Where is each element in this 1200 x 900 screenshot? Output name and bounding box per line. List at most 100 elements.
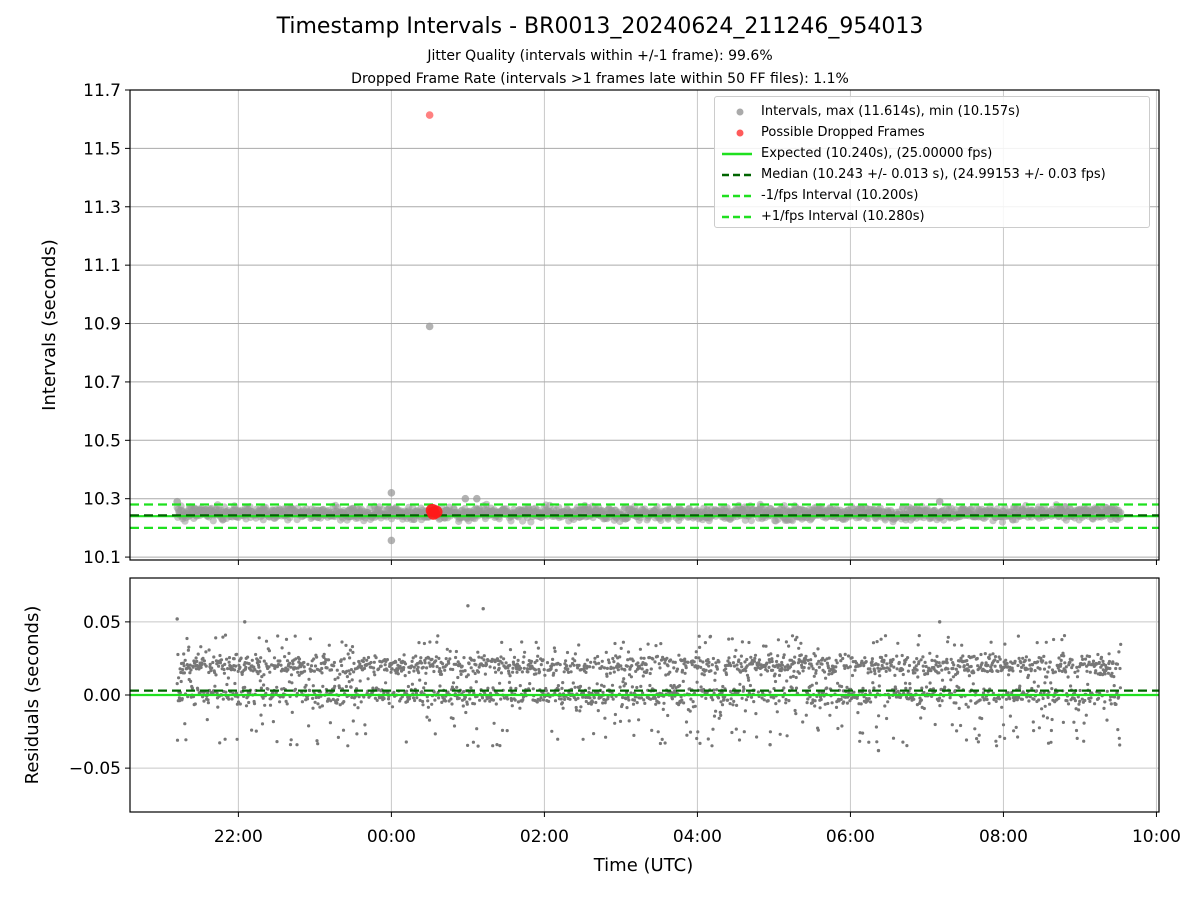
residual-point <box>261 696 265 700</box>
residual-point <box>358 662 362 666</box>
residual-point <box>457 696 461 700</box>
residual-point <box>1052 637 1056 642</box>
residual-point <box>979 652 983 657</box>
x-tick-label: 00:00 <box>367 827 416 847</box>
residual-point <box>768 690 772 694</box>
residual-point <box>559 697 563 701</box>
residual-point <box>1068 660 1072 664</box>
residual-point <box>449 697 453 701</box>
residual-point <box>858 664 863 668</box>
residual-point <box>978 698 982 702</box>
residual-point <box>1037 698 1041 702</box>
residual-point <box>199 645 203 649</box>
residual-point <box>565 664 569 668</box>
residual-point <box>950 723 954 727</box>
residual-point <box>214 636 218 640</box>
residual-point <box>515 670 519 674</box>
residual-point <box>1091 659 1096 663</box>
y-axis-label-intervals: Intervals (seconds) <box>39 239 60 411</box>
residual-point <box>1016 634 1021 638</box>
residual-point <box>869 670 873 674</box>
residual-point <box>826 666 831 670</box>
residual-point <box>397 658 401 662</box>
residual-point <box>994 699 998 704</box>
residual-point <box>417 671 421 675</box>
residual-point <box>435 640 439 644</box>
residual-point <box>861 686 865 690</box>
residual-point <box>450 702 454 706</box>
residual-point <box>207 670 211 675</box>
residual-point <box>545 661 550 665</box>
y-tick-label-top: 11.1 <box>83 256 121 276</box>
residual-point <box>423 661 427 665</box>
residual-point <box>1021 656 1025 660</box>
residual-point <box>714 661 718 665</box>
residual-point <box>863 656 867 660</box>
residual-point <box>418 678 422 682</box>
residual-point <box>519 666 523 670</box>
legend-entry-median: Median (10.243 +/- 0.013 s), (24.99153 +… <box>715 165 1149 185</box>
residual-point <box>541 658 545 662</box>
residual-point <box>730 637 734 641</box>
residual-point <box>924 664 928 669</box>
residual-point <box>587 686 591 690</box>
residual-point <box>797 646 801 650</box>
residual-point <box>692 660 696 664</box>
residual-point <box>850 673 855 678</box>
residual-point <box>190 686 194 690</box>
residual-point <box>961 654 965 658</box>
x-tick-label: 04:00 <box>673 827 722 847</box>
residual-point <box>267 665 271 669</box>
residual-point <box>564 659 568 663</box>
residual-point <box>613 721 617 725</box>
residual-point <box>471 740 475 744</box>
residual-point <box>903 681 908 685</box>
residual-point <box>538 698 542 702</box>
residual-point <box>886 700 890 704</box>
residual-point <box>177 696 181 700</box>
residual-point <box>1062 634 1067 638</box>
residual-point <box>885 716 889 721</box>
residual-point <box>783 668 787 672</box>
residual-point <box>253 668 257 672</box>
residual-point <box>572 663 576 667</box>
residual-point <box>882 658 886 662</box>
residual-point <box>320 671 324 675</box>
x-tick-label: 08:00 <box>979 827 1028 847</box>
residual-point <box>846 654 851 658</box>
residual-point <box>392 690 396 694</box>
residual-point <box>278 659 282 663</box>
residual-point <box>222 667 226 672</box>
residual-point <box>712 714 717 718</box>
residual-point <box>1059 662 1063 666</box>
residual-point <box>1103 672 1107 676</box>
residual-point <box>586 701 591 706</box>
residual-point <box>626 658 630 662</box>
residual-point <box>1050 687 1054 691</box>
residual-point <box>257 636 261 640</box>
residual-point <box>696 664 700 668</box>
residual-point <box>759 673 763 677</box>
residual-point <box>438 684 442 688</box>
residual-point <box>690 663 694 667</box>
residual-point <box>717 660 721 664</box>
residual-point <box>1043 704 1047 708</box>
residual-point <box>777 699 781 703</box>
residual-point <box>876 666 880 670</box>
residual-point <box>421 665 425 669</box>
y-tick-label-top: 10.1 <box>83 548 121 568</box>
residual-point <box>1025 667 1029 671</box>
residual-point <box>1112 675 1116 679</box>
residual-point <box>987 701 991 706</box>
residual-point <box>451 716 455 721</box>
residual-point <box>223 737 227 741</box>
residual-point <box>1043 681 1047 685</box>
residual-point <box>573 652 578 656</box>
residual-point <box>492 721 496 725</box>
residual-point <box>577 643 581 647</box>
residual-point <box>175 738 180 742</box>
residual-point <box>915 668 919 672</box>
residual-point <box>818 706 822 710</box>
residual-point <box>307 724 311 728</box>
residual-point <box>1030 686 1034 691</box>
